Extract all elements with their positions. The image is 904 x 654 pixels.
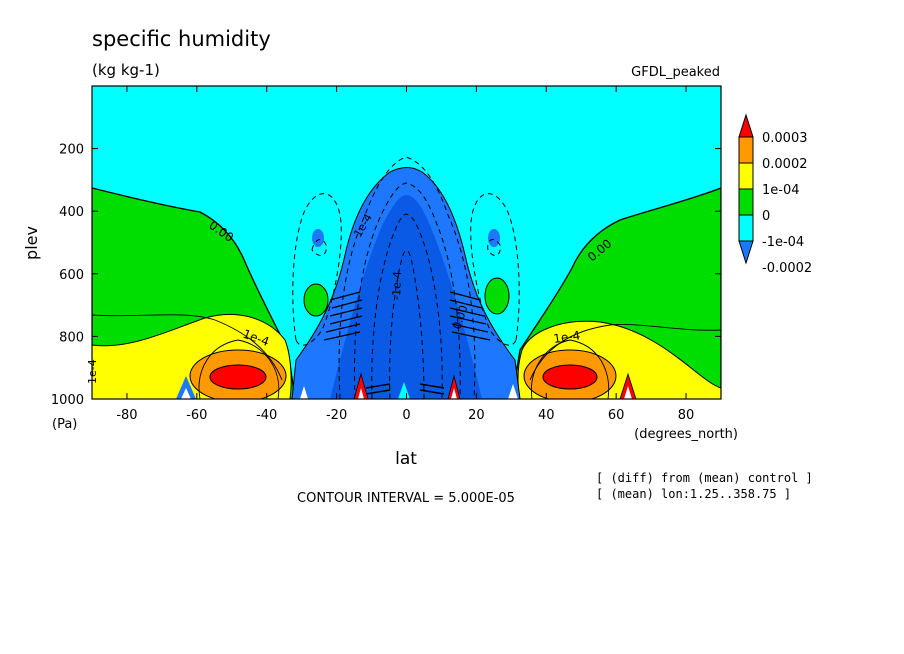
model-label: GFDL_peaked bbox=[631, 65, 720, 80]
x-axis: -80 -60 -40 -20 0 20 40 60 80 bbox=[116, 86, 694, 423]
x-tick-label: 40 bbox=[538, 408, 555, 423]
x-tick-label: -80 bbox=[116, 408, 137, 423]
note-mean: [ (mean) lon:1.25..358.75 ] bbox=[596, 487, 791, 501]
colorbar-box bbox=[738, 214, 754, 242]
blob-north-green bbox=[484, 277, 510, 315]
x-tick-label: 60 bbox=[608, 408, 625, 423]
negative-contours bbox=[292, 156, 520, 399]
x-tick-label: -40 bbox=[256, 408, 277, 423]
y-axis-title: plev bbox=[22, 226, 41, 260]
region-central-core bbox=[330, 195, 482, 399]
y-tick-label: 400 bbox=[59, 205, 84, 220]
note-diff: [ (diff) from (mean) control ] bbox=[596, 471, 813, 485]
colorbar-top-arrow bbox=[738, 113, 754, 138]
colorbar-box bbox=[738, 188, 754, 216]
positive-contours bbox=[92, 314, 721, 399]
x-tick-label: -60 bbox=[186, 408, 207, 423]
colorbar: 0.0003 0.0002 1e-04 0 -1e-04 -0.0002 bbox=[738, 113, 812, 276]
x-axis-units: (degrees_north) bbox=[634, 427, 738, 442]
blob-south-blue bbox=[312, 229, 324, 247]
contour-label: 1e-4 bbox=[552, 328, 581, 346]
y-axis-units: (Pa) bbox=[52, 417, 77, 432]
blob-south-green bbox=[303, 283, 329, 317]
colorbar-label: -1e-04 bbox=[762, 235, 804, 250]
y-tick-label: 600 bbox=[59, 268, 84, 283]
chart-title: specific humidity bbox=[92, 27, 271, 51]
contour-label: -1e-4 bbox=[390, 271, 404, 300]
region-south-red bbox=[209, 364, 267, 390]
y-tick-label: 1000 bbox=[51, 393, 84, 408]
x-tick-label: 20 bbox=[468, 408, 485, 423]
y-tick-label: 800 bbox=[59, 330, 84, 345]
x-tick-label: 0 bbox=[402, 408, 410, 423]
region-north-red bbox=[542, 364, 598, 390]
surface-spikes bbox=[176, 372, 721, 399]
colorbar-box bbox=[738, 162, 754, 190]
colorbar-label: 1e-04 bbox=[762, 183, 800, 198]
colorbar-label: 0 bbox=[762, 209, 770, 224]
y-axis: 200 400 600 800 1000 bbox=[51, 143, 721, 408]
surface-hatching bbox=[323, 291, 491, 395]
colorbar-box bbox=[738, 136, 754, 164]
x-tick-label: 80 bbox=[678, 408, 695, 423]
contour-interval: CONTOUR INTERVAL = 5.000E-05 bbox=[297, 491, 515, 506]
x-axis-title: lat bbox=[395, 449, 417, 469]
chart-units: (kg kg-1) bbox=[92, 61, 160, 79]
colorbar-label: -0.0002 bbox=[762, 261, 812, 276]
contour-field bbox=[92, 86, 721, 399]
colorbar-label: 0.0003 bbox=[762, 131, 808, 146]
colorbar-bottom-arrow bbox=[738, 240, 754, 265]
colorbar-label: 0.0002 bbox=[762, 157, 808, 172]
y-tick-label: 200 bbox=[59, 143, 84, 158]
x-tick-label: -20 bbox=[326, 408, 347, 423]
blob-north-blue bbox=[488, 229, 500, 247]
